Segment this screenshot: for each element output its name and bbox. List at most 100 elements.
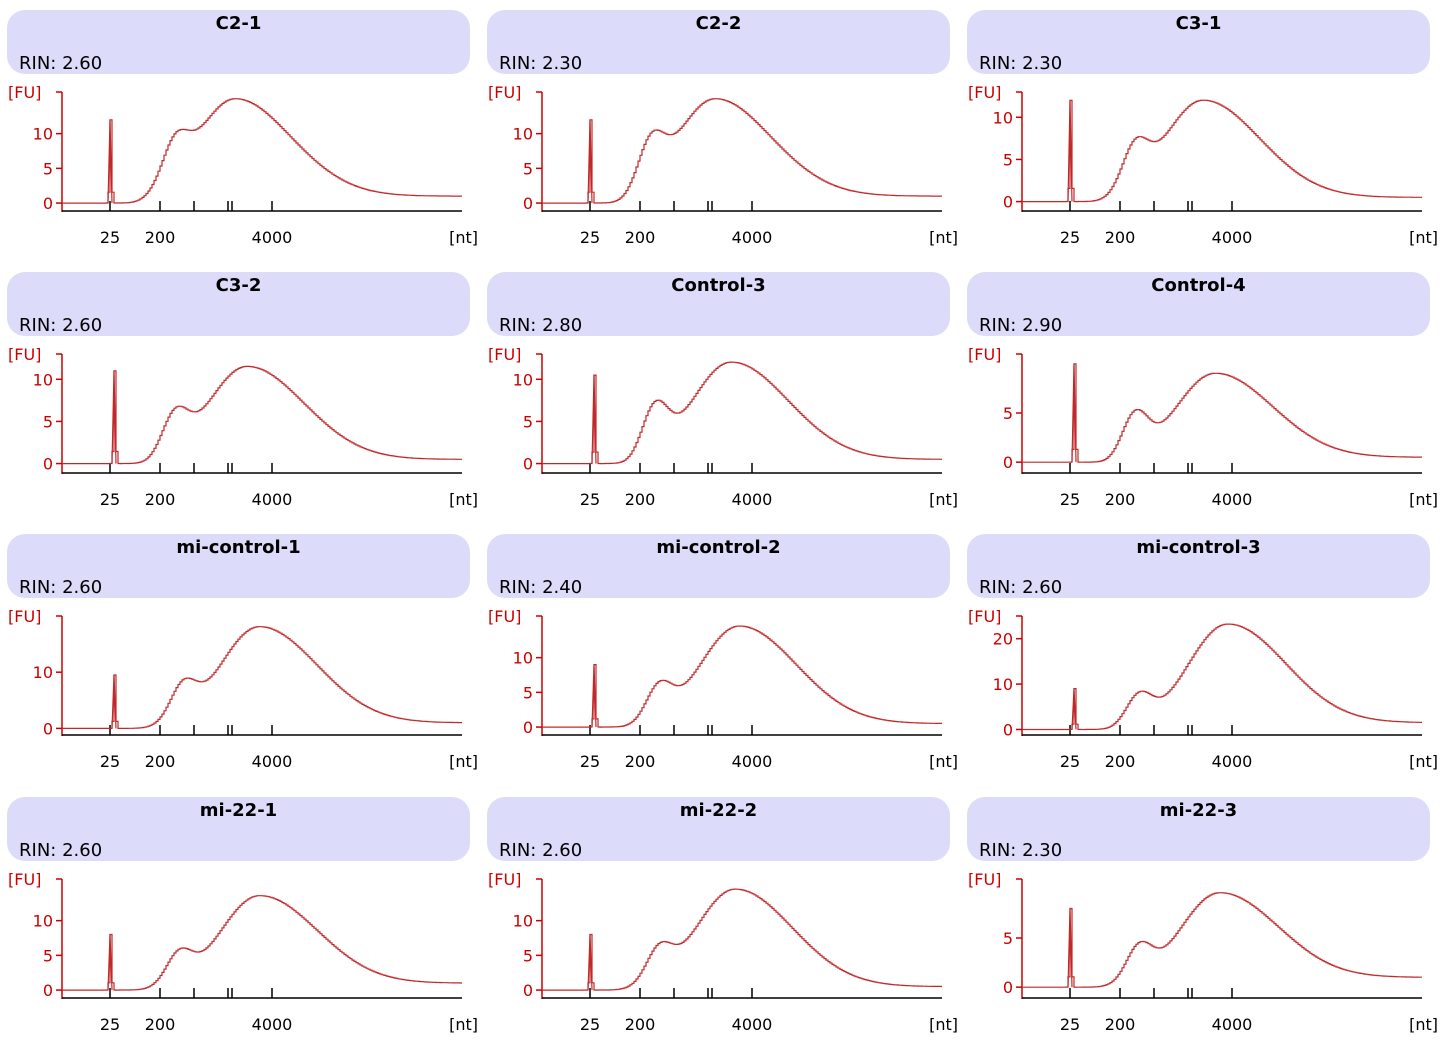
x-tick-label: 200 — [1105, 752, 1136, 771]
x-tick-label: 4000 — [732, 1015, 773, 1034]
y-tick-label: 10 — [513, 912, 533, 931]
x-tick-label: 25 — [1060, 752, 1080, 771]
x-tick-label: 200 — [625, 490, 656, 509]
x-tick-label: 25 — [580, 1015, 600, 1034]
x-unit-label: [nt] — [929, 490, 958, 509]
sample-title: C3-1 — [1175, 13, 1222, 34]
y-tick-label: 5 — [523, 159, 533, 178]
y-tick-label: 10 — [33, 912, 53, 931]
y-tick-label: 10 — [33, 370, 53, 389]
sample-header: mi-control-1 RIN: 2.60 — [7, 534, 470, 598]
sample-header: Control-3 RIN: 2.80 — [487, 272, 950, 336]
y-tick-label: 0 — [43, 455, 53, 474]
x-tick-label: 4000 — [1212, 752, 1253, 771]
x-unit-label: [nt] — [449, 490, 478, 509]
y-tick-label: 0 — [523, 718, 533, 737]
marker-peak — [107, 119, 113, 204]
y-unit-label: [FU] — [8, 870, 41, 889]
trace-line — [62, 626, 462, 729]
y-tick-label: 0 — [1003, 193, 1013, 212]
trace-line — [62, 895, 462, 991]
y-tick-label: 5 — [43, 412, 53, 431]
x-tick-label: 4000 — [252, 228, 293, 247]
chart-panel: Control-3 RIN: 2.80 [FU] 0 5 10 25 200 4000 [nt] — [480, 262, 960, 524]
x-tick-label: 200 — [1105, 228, 1136, 247]
sample-title: mi-control-2 — [656, 537, 781, 558]
y-tick-label: 5 — [1003, 929, 1013, 948]
trace-line — [1022, 892, 1422, 988]
y-unit-label: [FU] — [968, 870, 1001, 889]
y-tick-label: 0 — [523, 981, 533, 1000]
rin-value: RIN: 2.30 — [979, 840, 1063, 861]
marker-peak — [1067, 908, 1073, 988]
marker-peak — [111, 674, 117, 729]
rin-value: RIN: 2.90 — [979, 315, 1063, 336]
y-tick-label: 10 — [993, 675, 1013, 694]
y-tick-label: 5 — [523, 683, 533, 702]
chart-panel: mi-control-3 RIN: 2.60 [FU] 0 10 20 25 200 4000[… — [960, 524, 1440, 786]
x-tick-label: 4000 — [252, 1015, 293, 1034]
y-unit-label: [FU] — [488, 83, 521, 102]
y-unit-label: [FU] — [488, 870, 521, 889]
sample-header: C2-2 RIN: 2.30 — [487, 10, 950, 74]
x-tick-label: 25 — [1060, 228, 1080, 247]
sample-title: C3-2 — [215, 275, 262, 296]
x-unit-label: [nt] — [1409, 752, 1438, 771]
chart-panel: C3-2 RIN: 2.60 [FU] 0 5 10 25 200 4000 [nt] — [0, 262, 480, 524]
trace-line — [62, 365, 462, 465]
rin-value: RIN: 2.40 — [499, 577, 583, 598]
marker-peak — [1071, 363, 1077, 463]
y-tick-label: 5 — [43, 946, 53, 965]
trace-line — [1022, 99, 1422, 203]
x-tick-label: 25 — [1060, 1015, 1080, 1034]
x-tick-label: 200 — [145, 228, 176, 247]
x-tick-label: 200 — [625, 1015, 656, 1034]
y-tick-label: 0 — [523, 455, 533, 474]
marker-peak — [591, 664, 597, 728]
x-tick-label: 200 — [1105, 1015, 1136, 1034]
y-tick-label: 10 — [993, 108, 1013, 127]
x-tick-label: 4000 — [1212, 490, 1253, 509]
y-unit-label: [FU] — [968, 607, 1001, 626]
y-unit-label: [FU] — [488, 607, 521, 626]
trace-line — [1022, 623, 1422, 731]
marker-peak — [587, 934, 593, 991]
x-tick-label: 200 — [1105, 490, 1136, 509]
x-tick-label: 25 — [100, 228, 120, 247]
sample-header: mi-control-3 RIN: 2.60 — [967, 534, 1430, 598]
rin-value: RIN: 2.60 — [499, 840, 583, 861]
y-tick-label: 0 — [1003, 453, 1013, 472]
chart-panel: mi-control-2 RIN: 2.40 [FU] 0 5 10 25 200 4000 [n… — [480, 524, 960, 786]
sample-title: mi-22-3 — [1159, 800, 1238, 821]
electropherogram-plot: [FU] 0 5 10 25 200 4000 [nt] — [488, 345, 958, 509]
x-tick-label: 200 — [625, 228, 656, 247]
x-tick-label: 25 — [100, 490, 120, 509]
x-tick-label: 25 — [580, 228, 600, 247]
sample-header: C3-1 RIN: 2.30 — [967, 10, 1430, 74]
y-unit-label: [FU] — [8, 83, 41, 102]
y-tick-label: 0 — [523, 194, 533, 213]
y-unit-label: [FU] — [8, 345, 41, 364]
y-tick-label: 20 — [993, 630, 1013, 649]
x-tick-label: 25 — [100, 752, 120, 771]
x-unit-label: [nt] — [449, 1015, 478, 1034]
x-tick-label: 200 — [145, 1015, 176, 1034]
sample-header: mi-22-1 RIN: 2.60 — [7, 797, 470, 861]
sample-title: mi-control-1 — [176, 537, 301, 558]
sample-title: C2-2 — [695, 13, 742, 34]
y-tick-label: 10 — [33, 663, 53, 682]
trace-line — [1022, 363, 1422, 463]
y-tick-label: 10 — [513, 125, 533, 144]
electropherogram-plot: [FU] 0 5 25 200 4000 [nt] — [968, 870, 1438, 1034]
y-unit-label: [FU] — [488, 345, 521, 364]
x-tick-label: 4000 — [732, 490, 773, 509]
sample-title: mi-22-1 — [199, 800, 278, 821]
x-tick-label: 200 — [625, 752, 656, 771]
rin-value: RIN: 2.30 — [499, 53, 583, 74]
sample-title: Control-4 — [1151, 275, 1246, 296]
x-tick-label: 4000 — [252, 490, 293, 509]
sample-header: mi-22-3 RIN: 2.30 — [967, 797, 1430, 861]
x-tick-label: 200 — [145, 490, 176, 509]
chart-panel: mi-control-1 RIN: 2.60 [FU] 0 10 25 200 4000 [nt… — [0, 524, 480, 786]
y-tick-label: 0 — [1003, 978, 1013, 997]
